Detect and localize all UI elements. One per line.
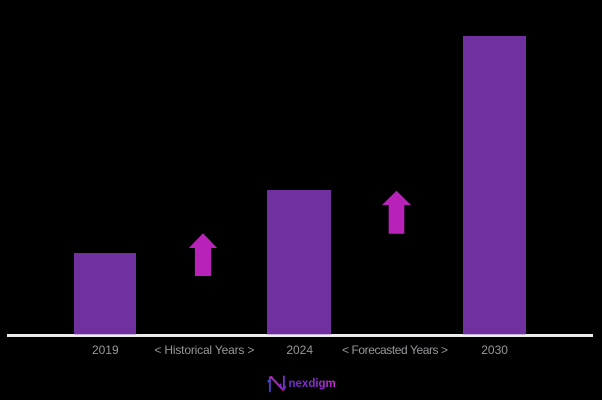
svg-text:nexdigm: nexdigm [289,378,336,390]
